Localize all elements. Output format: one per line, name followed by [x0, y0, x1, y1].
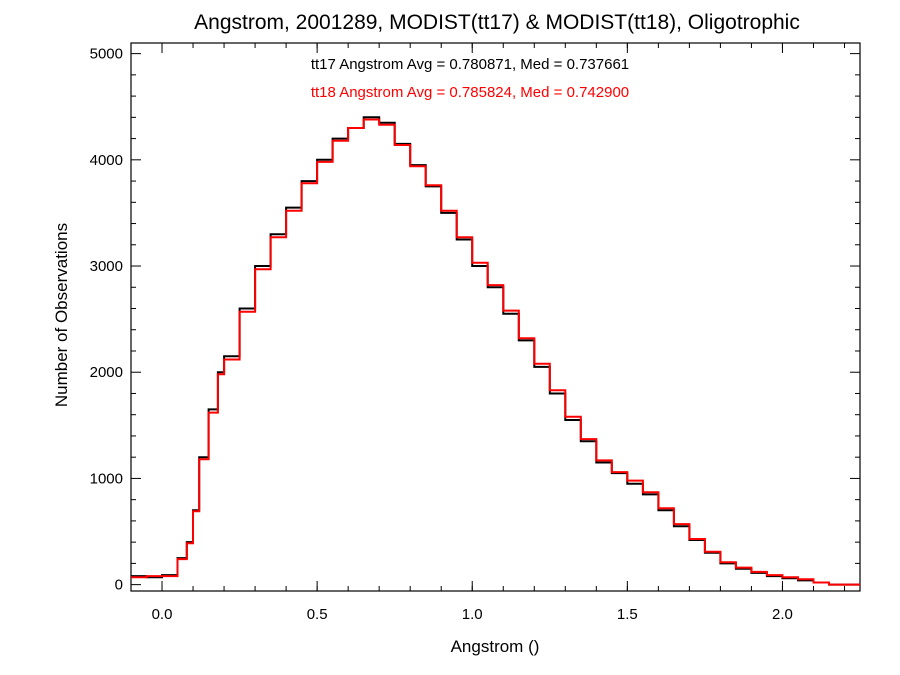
plot-frame [130, 42, 861, 592]
series-line-1 [131, 118, 860, 586]
axes-frame [130, 42, 861, 592]
x-tick-label: 1.5 [617, 606, 638, 623]
x-tick-label: 0.0 [152, 606, 173, 623]
y-tick-label: 1000 [90, 470, 123, 487]
chart-title: Angstrom, 2001289, MODIST(tt17) & MODIST… [194, 11, 800, 34]
x-tick-label: 2.0 [772, 606, 793, 623]
y-tick-label: 4000 [90, 152, 123, 169]
axis-ticks: 0.0 0.5 1.0 1.5 2.0 0 1000 2000 3000 4000 5000 [90, 43, 860, 623]
y-tick-label: 5000 [90, 46, 123, 63]
tt18-stats-annotation: tt18 Angstrom Avg = 0.785824, Med = 0.74… [311, 84, 629, 101]
y-tick-label: 3000 [90, 258, 123, 275]
y-axis-label: Number of Observations [52, 223, 71, 407]
tt17-stats-annotation: tt17 Angstrom Avg = 0.780871, Med = 0.73… [311, 56, 629, 73]
y-tick-label: 2000 [90, 364, 123, 381]
x-axis-label: Angstrom () [451, 637, 540, 656]
series-lines [131, 116, 860, 586]
y-tick-label: 0 [115, 577, 123, 594]
x-tick-label: 1.0 [462, 606, 483, 623]
x-tick-label: 0.5 [307, 606, 328, 623]
